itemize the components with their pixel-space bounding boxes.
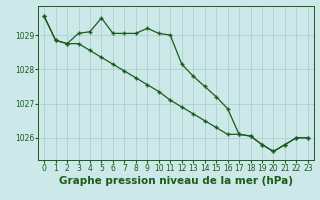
X-axis label: Graphe pression niveau de la mer (hPa): Graphe pression niveau de la mer (hPa) [59,176,293,186]
